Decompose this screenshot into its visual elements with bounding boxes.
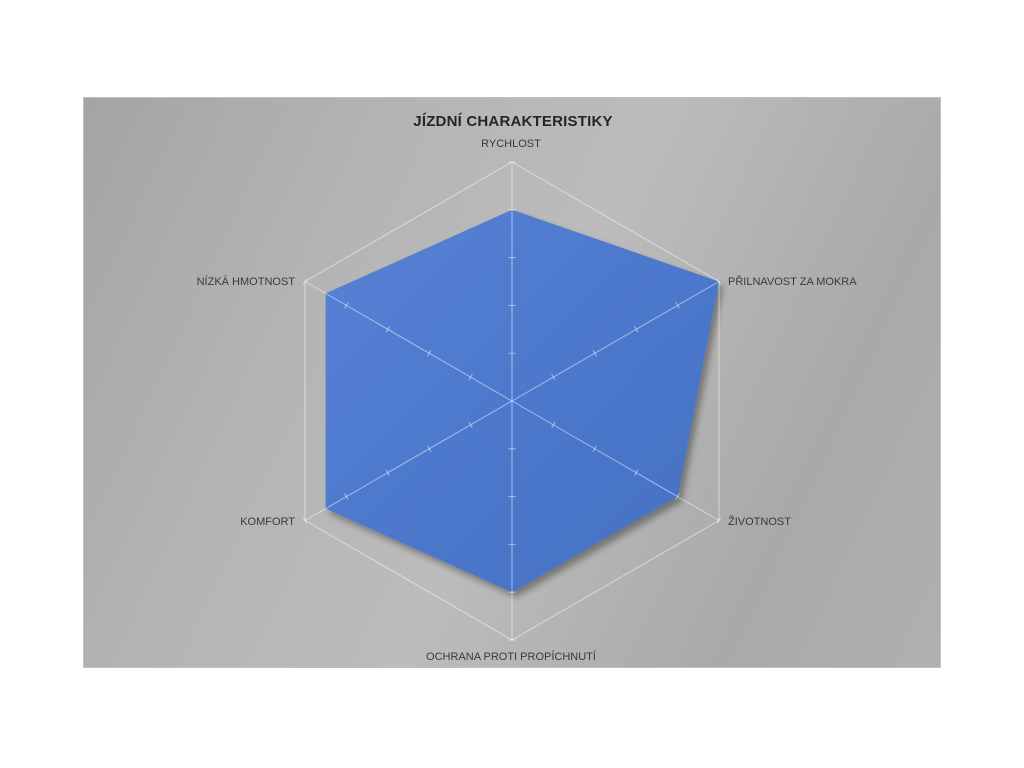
axis-label-zivotnost: ŽIVOTNOST [728,516,791,528]
chart-title: JÍZDNÍ CHARAKTERISTIKY [413,113,613,130]
axis-label-nizka-hmotnost: NÍZKÁ HMOTNOST [196,276,295,288]
radar-chart [302,161,722,641]
axis-label-prilnavost-za-mokra: PŘILNAVOST ZA MOKRA [728,276,857,288]
axis-label-rychlost: RYCHLOST [481,138,541,150]
axis-label-ochrana-proti-propichnuti: OCHRANA PROTI PROPÍCHNUTÍ [426,651,596,663]
axis-label-komfort: KOMFORT [240,516,295,528]
radar-chart-panel: JÍZDNÍ CHARAKTERISTIKY RYCHLOST PŘILNAVO… [83,97,941,668]
